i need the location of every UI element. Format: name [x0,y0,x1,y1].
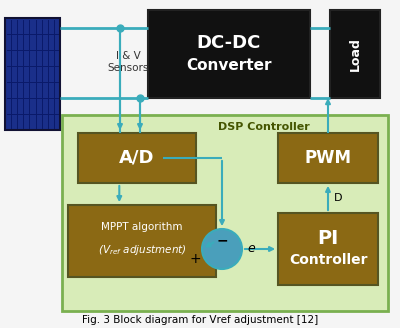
Bar [278,213,378,285]
Text: PWM: PWM [304,149,352,167]
Text: −: − [216,233,228,247]
Bar [278,133,378,183]
Bar [78,133,196,183]
Text: D: D [334,193,342,203]
Text: e: e [247,242,255,256]
Text: A/D: A/D [119,149,155,167]
Text: Controller: Controller [289,253,367,267]
Text: Load: Load [348,37,362,71]
Text: PI: PI [317,229,339,248]
Circle shape [202,229,242,269]
Bar [330,10,380,98]
Bar [5,18,60,130]
Text: Fig. 3 Block diagram for Vref adjustment [12]: Fig. 3 Block diagram for Vref adjustment… [82,315,318,325]
Bar [148,10,310,98]
Text: DC-DC: DC-DC [197,34,261,52]
Text: +: + [189,252,201,266]
Bar [68,205,216,277]
Text: ($V_{ref}$ adjustment): ($V_{ref}$ adjustment) [98,243,186,257]
Text: I & V
Sensors: I & V Sensors [107,51,149,73]
Text: Converter: Converter [186,57,272,72]
Bar [62,115,388,311]
Text: DSP Controller: DSP Controller [218,122,310,132]
Text: MPPT algorithm: MPPT algorithm [101,222,183,232]
